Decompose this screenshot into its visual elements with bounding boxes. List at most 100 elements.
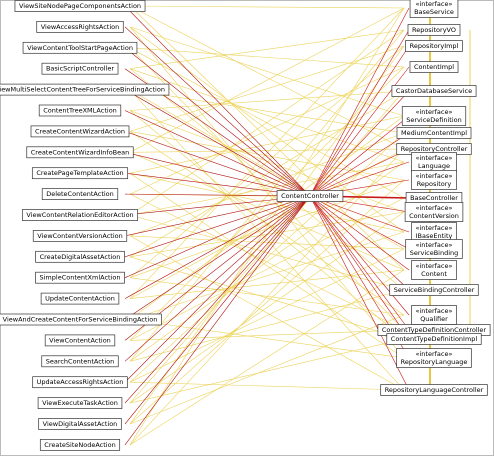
dependency-edge [129, 152, 405, 271]
right-node: ContentTypeDefinitionImpl [386, 333, 482, 345]
dependency-edge [124, 195, 311, 404]
node-box [37, 397, 123, 409]
dependency-edge [309, 195, 410, 331]
right-node: RepositoryLanguageController [380, 384, 488, 396]
node-box [401, 106, 467, 126]
dependency-edge [129, 269, 405, 446]
dependency-edge [129, 90, 405, 258]
dependency-edge [309, 90, 410, 197]
dependency-edge [309, 45, 410, 197]
node-box [411, 170, 457, 190]
left-node: UpdateContentAction [40, 292, 120, 305]
node-box [26, 146, 134, 159]
left-node: ViewSiteNodePageComponentsAction [14, 0, 146, 12]
dependency-edge [129, 231, 405, 320]
node-label: «interface» [416, 154, 453, 162]
left-node: ViewDigitalAssetAction [38, 418, 122, 430]
dependency-edge [129, 148, 405, 446]
node-box [0, 83, 170, 96]
dependency-edge [124, 110, 311, 197]
dependency-edge [309, 7, 410, 197]
node-box [396, 348, 472, 368]
dependency-edge [124, 195, 311, 425]
node-label: CreatePageTemplateAction [36, 169, 123, 177]
node-label: ViewContentRelationEditorAction [26, 211, 133, 219]
node-box [404, 202, 464, 222]
node-label: RepositoryLanguage [401, 358, 468, 366]
dependency-edge [129, 319, 405, 359]
dependency-edge [129, 193, 405, 331]
dependency-edge [129, 90, 405, 404]
node-label: ViewContentToolStartPageAction [27, 44, 133, 52]
dependency-edge [309, 195, 410, 250]
node-label: ViewSiteNodePageComponentsAction [19, 2, 141, 10]
node-box [39, 439, 121, 451]
node-box [407, 24, 461, 36]
node-box [36, 21, 124, 33]
dependency-edge [129, 161, 405, 362]
left-node: CreatePageTemplateAction [31, 167, 129, 180]
left-node: CreateDigitalAssetAction [35, 250, 125, 263]
node-box [38, 418, 122, 430]
node-label: BasicScriptController [46, 65, 114, 73]
dependency-edge [129, 90, 405, 111]
dependency-edge [124, 195, 311, 383]
dependency-edge [129, 172, 405, 359]
dependency-edge [124, 195, 311, 320]
dependency-edge [309, 195, 410, 391]
right-node: MediumContentImpl [396, 127, 472, 139]
left-node: DeleteContentAction [41, 188, 119, 200]
left-node: ViewContentRelationEditorAction [21, 209, 139, 221]
right-node: RepositoryImpl [405, 40, 463, 52]
node-box [41, 62, 119, 75]
right-node: «interface»Content [411, 260, 457, 280]
right-node: «interface»ServiceBinding [405, 239, 463, 259]
node-box [0, 313, 162, 326]
dependency-edge [129, 66, 405, 195]
dependency-edge [129, 131, 405, 316]
dependency-edge [124, 5, 311, 197]
node-box [380, 384, 488, 396]
right-node: «interface»ServiceDefinition [401, 106, 467, 126]
dependency-edge [129, 26, 405, 233]
right-node: «interface»ContentVersion [404, 202, 464, 222]
node-box [31, 167, 129, 180]
dependency-edge [124, 195, 311, 446]
dependency-edge [129, 131, 405, 181]
node-label: ContentTypeDefinitionImpl [391, 335, 478, 343]
dependency-edge [129, 45, 405, 132]
node-label: «interface» [416, 108, 453, 116]
right-node: «interface»Qualifier [411, 305, 457, 325]
dependency-edge [129, 5, 405, 9]
node-box [44, 334, 116, 347]
dependency-edge [129, 277, 405, 316]
dependency-edge [309, 195, 410, 233]
node-box [386, 333, 482, 345]
node-label: «interface» [416, 307, 453, 315]
dependency-edge [129, 68, 405, 163]
dependency-edge [129, 45, 405, 425]
dependency-edge [129, 26, 405, 359]
node-label: IBaseEntity [416, 232, 453, 240]
node-label: «interface» [416, 224, 453, 232]
node-box [405, 239, 463, 259]
node-label: ServiceDefinition [406, 116, 462, 124]
node-label: ViewAccessRightsAction [41, 23, 120, 31]
node-box [14, 0, 146, 12]
node-label: ServiceBindingController [394, 286, 475, 294]
dependency-edge [129, 29, 405, 216]
right-node: ServiceBindingController [389, 284, 479, 296]
node-label: «interface» [416, 0, 453, 8]
node-label: CreateContentWizardInfoBean [31, 148, 129, 156]
node-label: RepositoryLanguageController [385, 386, 484, 394]
left-node: CreateSiteNodeAction [39, 439, 121, 451]
node-label: Qualifier [420, 315, 448, 323]
dependency-edge [309, 29, 410, 197]
right-node: «interface»BaseService [409, 0, 459, 18]
node-label: ContentImpl [414, 63, 454, 71]
node-box [32, 230, 128, 242]
node-box [405, 40, 463, 52]
left-node: ViewContentToolStartPageAction [22, 41, 138, 54]
left-node: ViewMultiSelectContentTreeForServiceBind… [0, 83, 170, 96]
